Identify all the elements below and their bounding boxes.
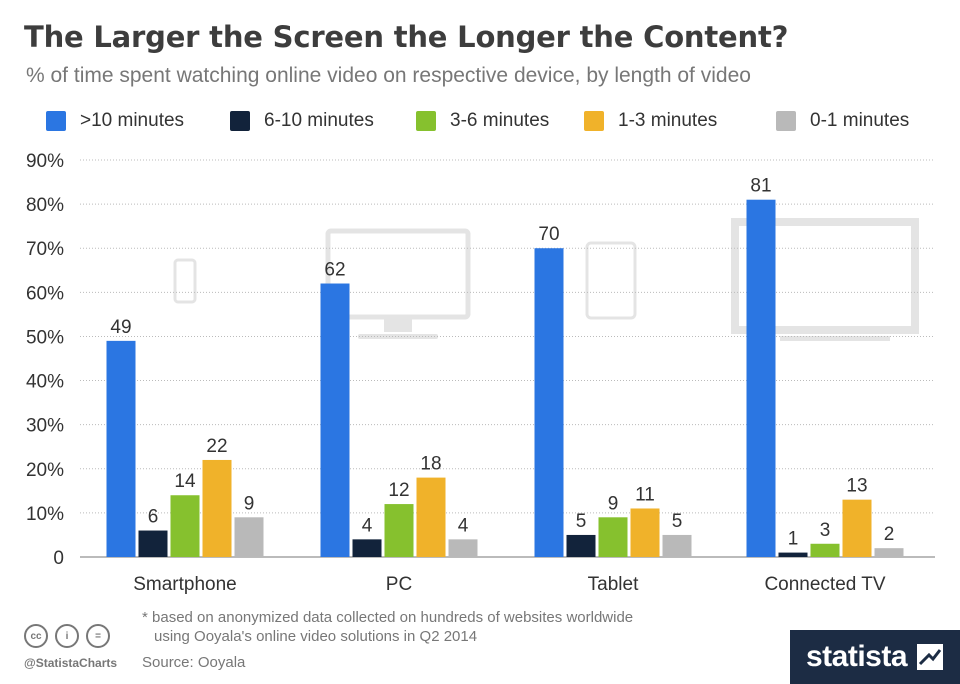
x-tick-label: Tablet bbox=[588, 574, 639, 595]
y-tick-label: 10% bbox=[26, 504, 64, 525]
bar bbox=[778, 552, 808, 557]
footnote-line-2: using Ooyala's online video solutions in… bbox=[154, 628, 478, 645]
legend-item-over-10: >10 minutes bbox=[46, 110, 184, 132]
data-label: 5 bbox=[672, 511, 683, 532]
category-group: 81 1 3 13 2 Connected TV bbox=[746, 176, 904, 595]
bar bbox=[320, 283, 350, 557]
x-tick-label: Connected TV bbox=[764, 574, 885, 595]
monitor-icon bbox=[325, 228, 471, 339]
smartphone-icon bbox=[173, 258, 197, 304]
bar bbox=[534, 248, 564, 557]
legend-item-0-1: 0-1 minutes bbox=[776, 110, 909, 132]
y-tick-label: 60% bbox=[26, 283, 64, 304]
category-group: 49 6 14 22 9 Smartphone bbox=[106, 317, 264, 595]
data-label: 18 bbox=[420, 454, 441, 475]
bar bbox=[448, 539, 478, 557]
bar bbox=[384, 504, 414, 557]
chart-subtitle: % of time spent watching online video on… bbox=[26, 64, 751, 87]
y-tick-label: 80% bbox=[26, 195, 64, 216]
legend-label: 0-1 minutes bbox=[810, 110, 910, 131]
legend-swatch bbox=[776, 111, 796, 131]
footnote-line-1: * based on anonymized data collected on … bbox=[142, 609, 634, 626]
bar bbox=[234, 517, 264, 557]
legend-item-6-10: 6-10 minutes bbox=[230, 110, 374, 132]
brand-name: statista bbox=[806, 640, 908, 673]
statista-mark-glyph bbox=[918, 649, 942, 666]
tv-icon bbox=[731, 218, 919, 341]
legend-item-1-3: 1-3 minutes bbox=[584, 110, 717, 132]
creative-commons-icon: cc bbox=[24, 624, 48, 648]
no-derivatives-icon: = bbox=[86, 624, 110, 648]
data-label: 13 bbox=[846, 476, 867, 497]
data-label: 12 bbox=[388, 480, 409, 501]
social-handle[interactable]: @StatistaCharts bbox=[24, 656, 118, 670]
bar bbox=[630, 508, 660, 557]
chart-title: The Larger the Screen the Longer the Con… bbox=[24, 20, 789, 54]
device-icons bbox=[173, 218, 919, 341]
bar bbox=[106, 340, 136, 557]
y-tick-label: 0 bbox=[53, 548, 64, 569]
y-tick-label: 20% bbox=[26, 460, 64, 481]
data-label: 6 bbox=[148, 507, 159, 528]
legend-label: 1-3 minutes bbox=[618, 110, 718, 131]
tablet-icon bbox=[585, 241, 637, 320]
bar bbox=[662, 534, 692, 557]
source-note: Source: Ooyala bbox=[142, 654, 246, 671]
x-tick-label: Smartphone bbox=[133, 574, 237, 595]
tv-screen bbox=[731, 218, 919, 334]
data-label: 9 bbox=[608, 493, 619, 514]
license-icons: cc i = bbox=[24, 624, 117, 648]
bar bbox=[810, 543, 840, 557]
statista-logo[interactable]: statista bbox=[790, 630, 960, 684]
legend-item-3-6: 3-6 minutes bbox=[416, 110, 549, 132]
footnote: * based on anonymized data collected on … bbox=[142, 608, 633, 646]
bar bbox=[352, 539, 382, 557]
legend-label: >10 minutes bbox=[80, 110, 185, 131]
data-label: 4 bbox=[458, 515, 469, 536]
attribution-icon: i bbox=[55, 624, 79, 648]
legend-label: 3-6 minutes bbox=[450, 110, 550, 131]
monitor-screen bbox=[325, 228, 471, 320]
data-label: 70 bbox=[538, 224, 559, 245]
data-label: 22 bbox=[206, 436, 227, 457]
monitor-stand bbox=[384, 318, 412, 332]
data-label: 3 bbox=[820, 520, 831, 541]
legend-swatch bbox=[416, 111, 436, 131]
legend-swatch bbox=[230, 111, 250, 131]
y-tick-label: 40% bbox=[26, 372, 64, 393]
bar bbox=[138, 530, 168, 557]
legend-swatch bbox=[46, 111, 66, 131]
data-label: 4 bbox=[362, 515, 373, 536]
data-label: 11 bbox=[635, 484, 655, 505]
data-label: 14 bbox=[174, 471, 196, 492]
bar bbox=[598, 517, 628, 557]
data-label: 1 bbox=[788, 529, 799, 550]
x-tick-label: PC bbox=[386, 574, 412, 595]
y-tick-label: 70% bbox=[26, 239, 64, 260]
y-axis: 0 10% 20% 30% 40% 50% 60% 70% 80% 90% bbox=[26, 151, 935, 569]
bar bbox=[416, 477, 446, 557]
bar bbox=[202, 459, 232, 557]
y-tick-label: 30% bbox=[26, 416, 64, 437]
y-tick-label: 90% bbox=[26, 151, 64, 172]
bar bbox=[874, 548, 904, 557]
legend-swatch bbox=[584, 111, 604, 131]
data-label: 81 bbox=[750, 176, 771, 197]
bar bbox=[746, 199, 776, 557]
statista-mark-icon bbox=[917, 644, 944, 670]
legend-label: 6-10 minutes bbox=[264, 110, 374, 131]
data-label: 2 bbox=[884, 524, 895, 545]
bar bbox=[566, 534, 596, 557]
category-group: 62 4 12 18 4 PC bbox=[320, 260, 478, 595]
bar bbox=[842, 499, 872, 557]
data-label: 62 bbox=[324, 260, 345, 281]
data-label: 49 bbox=[110, 317, 131, 338]
y-tick-label: 50% bbox=[26, 327, 64, 348]
tv-base bbox=[780, 336, 890, 341]
bar bbox=[170, 495, 200, 557]
data-label: 9 bbox=[244, 493, 255, 514]
data-label: 5 bbox=[576, 511, 587, 532]
